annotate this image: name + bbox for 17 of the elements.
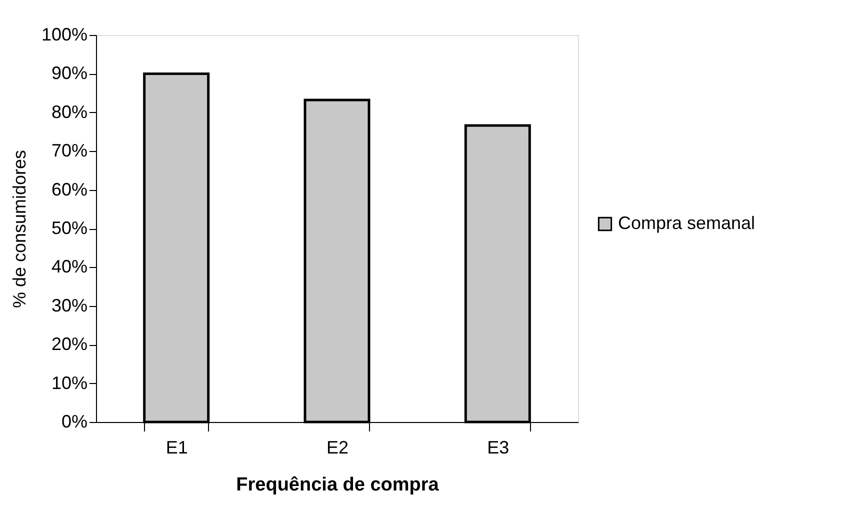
y-tick-label: 100% bbox=[41, 24, 88, 44]
y-tick-label: 0% bbox=[61, 412, 88, 432]
y-tick-label: 40% bbox=[51, 256, 88, 277]
y-tick-label: 10% bbox=[51, 372, 88, 393]
y-tick-label: 80% bbox=[51, 102, 88, 122]
x-tick-label: E3 bbox=[487, 438, 510, 458]
y-tick-label: 60% bbox=[51, 179, 88, 200]
y-tick-label: 50% bbox=[51, 218, 88, 238]
x-tick-label: E2 bbox=[326, 438, 349, 458]
y-tick-label: 30% bbox=[51, 295, 88, 316]
x-tick-label: E1 bbox=[166, 438, 188, 458]
y-axis-title: % de consumidores bbox=[9, 150, 30, 308]
y-tick-label: 90% bbox=[51, 63, 88, 84]
y-tick-label: 20% bbox=[51, 334, 88, 354]
x-axis-title: Frequência de compra bbox=[236, 474, 440, 496]
y-tick-label: 70% bbox=[51, 140, 88, 161]
legend-label: Compra semanal bbox=[618, 213, 756, 233]
